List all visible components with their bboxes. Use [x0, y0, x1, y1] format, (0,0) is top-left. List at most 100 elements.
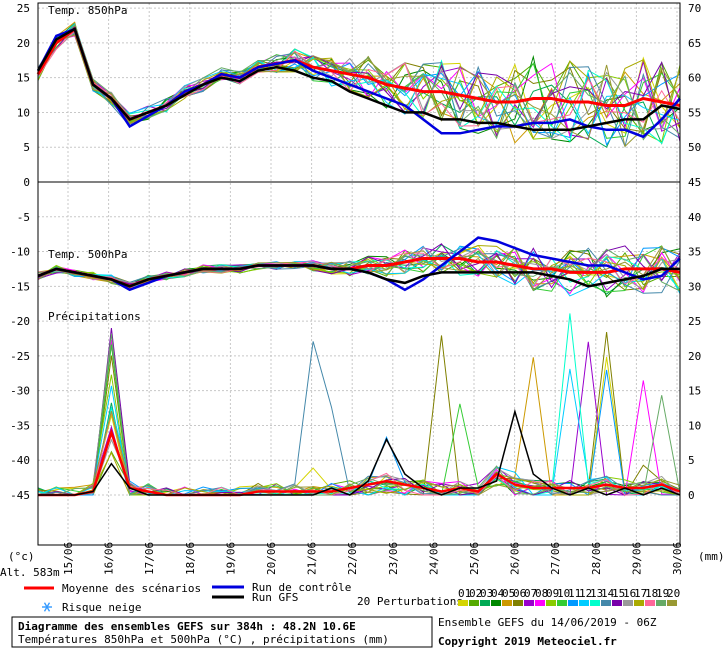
legend-snow-label: Risque neige: [62, 601, 141, 614]
left-tick-label: 10: [17, 106, 30, 119]
perturbation-number: 18: [645, 587, 658, 600]
perturbation-swatch: [634, 600, 644, 606]
right-tick-label: 15: [688, 385, 701, 398]
date-tick-label: 22/06: [346, 542, 359, 575]
perturbation-swatch: [612, 600, 622, 606]
right-tick-label: 65: [688, 37, 701, 50]
plot-border: [37, 2, 681, 546]
perturbation-number: 06: [513, 587, 526, 600]
series-t500-line: [37, 264, 680, 288]
date-tick-label: 30/06: [671, 542, 684, 575]
date-tick-label: 21/06: [306, 542, 319, 575]
right-tick-label: 40: [688, 211, 701, 224]
perturbation-swatch: [667, 600, 677, 606]
series-t850-line: [36, 27, 681, 132]
left-tick-label: -10: [10, 246, 30, 259]
perturbation-number: 02: [469, 587, 482, 600]
date-tick-label: 28/06: [590, 542, 603, 575]
right-tick-label: 20: [688, 350, 701, 363]
left-tick-label: 0: [23, 176, 30, 189]
perturbation-number: 01: [458, 587, 471, 600]
left-tick-label: 20: [17, 37, 30, 50]
perturbation-swatch: [557, 600, 567, 606]
perturbation-swatch: [480, 600, 490, 606]
date-tick-label: 19/06: [224, 542, 237, 575]
plot-frame: [37, 2, 681, 546]
perturbation-swatch: [458, 600, 468, 606]
perturbation-swatch: [546, 600, 556, 606]
legend: Moyenne des scénarios Run de contrôle Ru…: [24, 581, 680, 614]
series-precip-line: [38, 408, 681, 496]
left-tick-label: -25: [10, 350, 30, 363]
perturbation-number: 11: [568, 587, 581, 600]
perturbation-number: 13: [590, 587, 603, 600]
perturbation-number: 14: [601, 587, 615, 600]
perturbation-number: 04: [491, 587, 505, 600]
perturbation-number: 20: [667, 587, 680, 600]
series-precip-line: [38, 428, 681, 497]
right-tick-label: 5: [688, 454, 695, 467]
panel-label-t500: Temp. 500hPa: [48, 248, 127, 261]
perturbation-number: 08: [535, 587, 548, 600]
snowflake-icon: [42, 602, 52, 612]
perturbation-swatch: [568, 600, 578, 606]
perturbation-swatch: [656, 600, 666, 606]
altitude-label: Alt. 583m: [0, 566, 60, 579]
right-tick-label: 55: [688, 106, 701, 119]
axes-labels: 2520151050-5-10-15-20-25-30-35-40-457065…: [10, 2, 701, 575]
perturbation-number: 17: [634, 587, 647, 600]
left-tick-label: 25: [17, 2, 30, 15]
perturbation-swatch: [502, 600, 512, 606]
main-series-lines: [36, 26, 681, 497]
legend-mean-label: Moyenne des scénarios: [62, 582, 201, 595]
perturbation-number: 09: [546, 587, 559, 600]
panel-label-precip: Précipitations: [48, 310, 141, 323]
series-t850-line: [36, 27, 681, 139]
left-tick-label: -45: [10, 489, 30, 502]
panel-label-t850: Temp. 850hPa: [48, 4, 127, 17]
chart-subtitle: Températures 850hPa et 500hPa (°C) , pré…: [18, 633, 389, 646]
perturbation-swatch: [513, 600, 523, 606]
left-tick-label: 5: [23, 141, 30, 154]
legend-perturbations-label: 20 Perturbations: [357, 595, 463, 608]
left-tick-label: -5: [17, 211, 30, 224]
perturbation-swatch: [601, 600, 611, 606]
perturbation-number: 12: [579, 587, 592, 600]
left-tick-label: 15: [17, 72, 30, 85]
title-box: [11, 616, 433, 648]
perturbation-swatch: [579, 600, 589, 606]
date-tick-label: 18/06: [184, 542, 197, 575]
left-axis-unit: (°c): [8, 550, 35, 563]
right-axis-unit: (mm): [698, 550, 724, 563]
date-tick-label: 16/06: [103, 542, 116, 575]
left-tick-label: -40: [10, 454, 30, 467]
right-tick-label: 70: [688, 2, 701, 15]
perturbation-swatch: [590, 600, 600, 606]
legend-control-label: Run de contrôle: [252, 581, 351, 594]
date-tick-label: 24/06: [427, 542, 440, 575]
right-tick-label: 35: [688, 246, 701, 259]
left-tick-label: -35: [10, 419, 30, 432]
right-tick-label: 25: [688, 315, 701, 328]
right-tick-label: 30: [688, 280, 701, 293]
date-tick-label: 23/06: [387, 542, 400, 575]
perturbation-swatch: [491, 600, 501, 606]
run-info: Ensemble GEFS du 14/06/2019 - 06Z: [438, 616, 657, 629]
perturbation-swatch: [469, 600, 479, 606]
left-tick-label: -30: [10, 385, 30, 398]
perturbation-number: 05: [502, 587, 515, 600]
date-tick-label: 26/06: [509, 542, 522, 575]
perturbation-number: 15: [612, 587, 625, 600]
perturbation-swatch: [524, 600, 534, 606]
perturbation-number: 10: [557, 587, 570, 600]
left-tick-label: -15: [10, 280, 30, 293]
perturbation-number: 19: [656, 587, 669, 600]
date-tick-label: 27/06: [549, 542, 562, 575]
perturbation-t850-line: [37, 29, 681, 143]
grid: [38, 3, 680, 545]
right-tick-label: 45: [688, 176, 701, 189]
right-tick-label: 0: [688, 489, 695, 502]
perturbation-number: 16: [623, 587, 636, 600]
